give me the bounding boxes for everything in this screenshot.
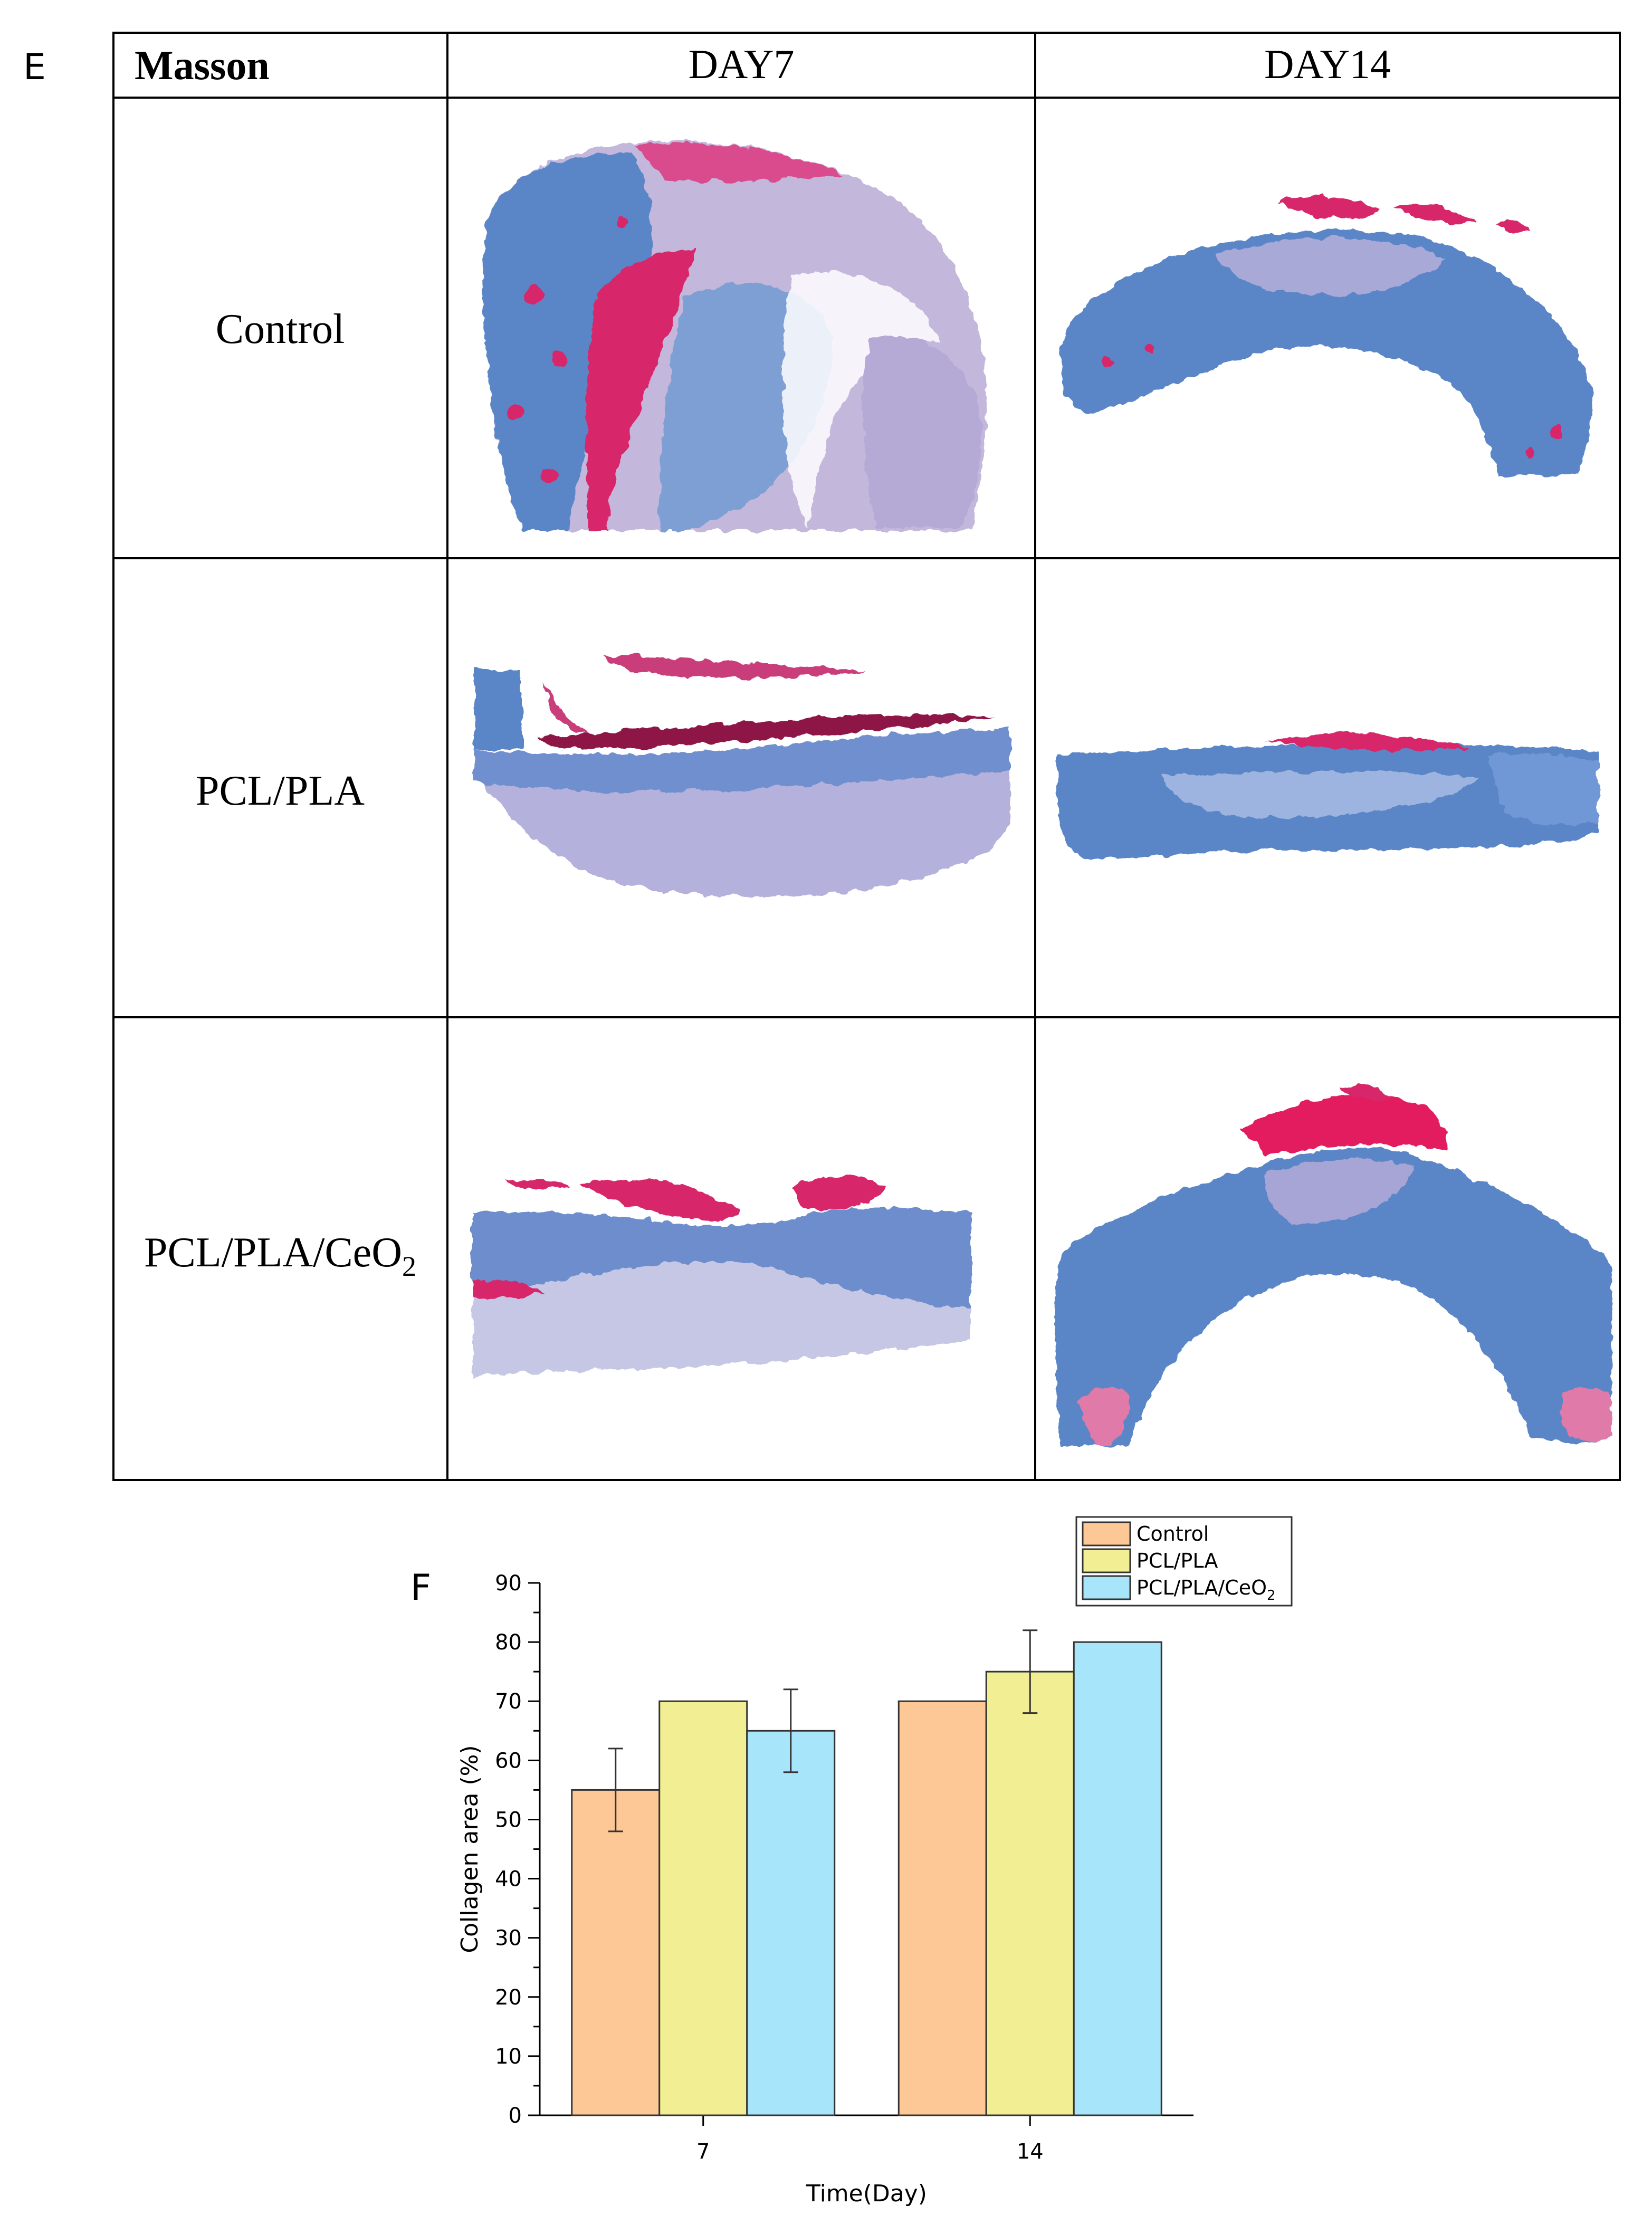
panel-f-label: F [410, 1567, 431, 1609]
bar-pcl-pla-day7 [658, 1700, 748, 2116]
legend-label: PCL/PLA [1137, 1549, 1218, 1572]
legend-swatch [1082, 1575, 1131, 1600]
stain-header: Masson [135, 42, 270, 88]
panel-e: E Masson DAY7 DAY14 Control PCL/PLA PCL/… [23, 32, 1621, 1481]
legend-label: PCL/PLA/CeO2 [1137, 1576, 1276, 1603]
micrograph-pcl-pla-day7 [474, 654, 1010, 896]
legend-label: Control [1137, 1522, 1209, 1545]
panel-f: F 0 10 20 30 40 50 60 70 80 90 7 14 Time(Day) Collage… [410, 1516, 1293, 2207]
y-tick-label: 10 [495, 2045, 522, 2069]
y-tick-label: 60 [495, 1749, 522, 1773]
x-axis-label: Time(Day) [806, 2180, 927, 2207]
bar-pcl-pla-ceo2-day14 [1073, 1641, 1162, 2116]
y-tick-label: 40 [495, 1867, 522, 1892]
histology-table [112, 32, 1621, 1481]
x-tick-label: 7 [696, 2140, 710, 2164]
y-axis-label: Collagen area (%) [456, 1745, 483, 1953]
row-label-pcl-pla: PCL/PLA [196, 768, 365, 814]
legend-swatch [1082, 1521, 1131, 1547]
y-tick-label: 30 [495, 1926, 522, 1951]
y-tick-label: 70 [495, 1690, 522, 1714]
x-tick-label: 14 [1017, 2140, 1044, 2164]
bar-pcl-pla-day14 [985, 1671, 1075, 2116]
micrograph-pcl-pla-ceo2-day14 [1055, 1085, 1612, 1446]
y-tick-label: 90 [495, 1571, 522, 1596]
y-tick-label: 80 [495, 1630, 522, 1655]
micrograph-control-day7 [482, 141, 987, 530]
bar-pcl-pla-ceo2-day7 [746, 1730, 836, 2116]
bar-control-day7 [571, 1789, 661, 2116]
collagen-bar-chart: 0 10 20 30 40 50 60 70 80 90 7 14 Time(Day) Collagen … [456, 1516, 1293, 2207]
table-border [112, 32, 1621, 1481]
y-tick-label: 50 [495, 1808, 522, 1832]
y-tick-label: 20 [495, 1986, 522, 2010]
micrograph-control-day14 [1060, 196, 1593, 478]
panel-e-label: E [23, 46, 46, 88]
row-label-control: Control [216, 306, 345, 352]
column-header-day7: DAY7 [689, 41, 795, 87]
column-header-day14: DAY14 [1264, 41, 1391, 87]
legend-swatch [1082, 1548, 1131, 1573]
y-tick-label: 0 [509, 2104, 522, 2128]
bar-control-day14 [897, 1700, 987, 2116]
micrograph-pcl-pla-day14 [1058, 733, 1599, 860]
row-label-pcl-pla-ceo2: PCL/PLA/CeO2 [144, 1229, 416, 1282]
micrograph-pcl-pla-ceo2-day7 [472, 1176, 971, 1377]
